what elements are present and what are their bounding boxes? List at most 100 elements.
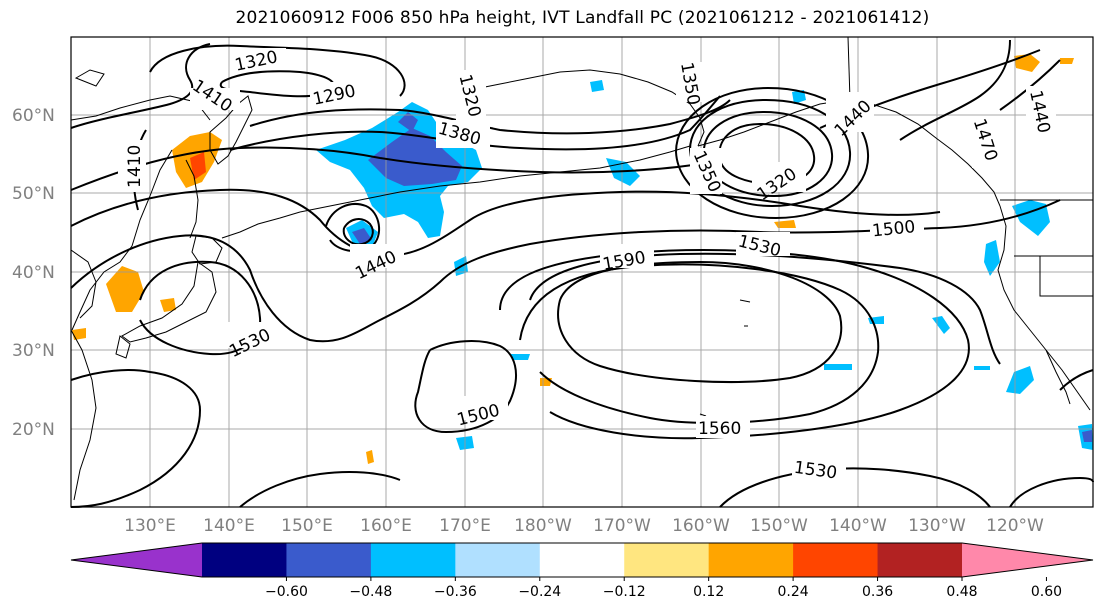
colorbar-tick-label: 0.48	[946, 584, 977, 600]
contour-label: 1500	[871, 217, 916, 241]
alaska-coast	[697, 99, 1001, 207]
colorbar: −0.60 −0.48 −0.36 −0.24 −0.12 0.12 0.24 0.36 0.4…	[70, 542, 1094, 600]
ivt-positive-small-5	[1060, 58, 1074, 64]
colorbar-tick-label: 0.36	[862, 584, 893, 600]
okhotsk-coast	[71, 149, 173, 331]
contour-labels: 1320 1290 1410 1320 1350 1410 1380 1440 …	[125, 47, 1054, 484]
contour-label: 1560	[698, 419, 741, 439]
latitude-labels: 60°N 50°N 40°N 30°N 20°N	[12, 106, 55, 440]
contour-low-ring-1	[342, 218, 374, 246]
lon-label-140e: 140°E	[203, 516, 255, 536]
ivt-negative-small-10	[510, 354, 530, 360]
us-states-border-2	[1039, 256, 1093, 297]
ivt-negative-core-1	[368, 128, 462, 186]
colorbar-tick-label: 0.60	[1031, 584, 1062, 600]
ivt-negative-small-4	[1006, 366, 1034, 394]
contour-1410-west	[70, 43, 211, 129]
west-coast	[997, 205, 1091, 411]
ivt-negative-small-7	[824, 364, 852, 370]
kyushu	[115, 335, 131, 359]
colorbar-segment	[877, 543, 963, 577]
colorbar-segment	[793, 543, 879, 577]
contour-1560-sw	[239, 471, 401, 508]
colorbar-tick-label: −0.36	[434, 584, 477, 600]
ivt-positive-small-3	[366, 450, 374, 464]
colorbar-segment	[370, 543, 456, 577]
contour-label: 1410	[125, 145, 145, 188]
ivt-negative-small-5-core	[1082, 430, 1092, 442]
lat-label-50n: 50°N	[12, 184, 55, 204]
china-coast	[70, 329, 97, 501]
lat-label-20n: 20°N	[12, 420, 55, 440]
ivt-negative-small-1-core	[352, 228, 372, 244]
small-island-1	[74, 69, 105, 87]
lon-label-160e: 160°E	[360, 516, 412, 536]
longitude-labels: 130°E 140°E 150°E 160°E 170°E 180°W 170°…	[124, 516, 1044, 536]
ivt-negative-small-13	[974, 366, 990, 370]
ivt-positive-japan	[106, 266, 144, 312]
contour-1590	[557, 260, 843, 383]
contour-1380-ring	[689, 98, 852, 208]
lon-label-130e: 130°E	[124, 516, 176, 536]
ivt-negative-west-coast-2	[984, 240, 1000, 276]
colorbar-segment	[539, 543, 625, 577]
lon-label-130w: 130°W	[908, 516, 966, 536]
contour-east-edge	[1059, 369, 1094, 391]
lon-label-150e: 150°E	[281, 516, 333, 536]
colorbar-tick-label: 0.24	[778, 584, 809, 600]
lon-label-120w: 120°W	[986, 516, 1044, 536]
contour-1380	[249, 99, 731, 135]
contour-1530-west	[139, 260, 262, 356]
contour-1410	[70, 146, 701, 191]
kuril-chain	[221, 211, 301, 239]
colorbar-tick-label: −0.48	[349, 584, 392, 600]
contour-1350-west	[229, 95, 721, 151]
contour-1320-alaska-low	[718, 122, 816, 186]
colorbar-segment	[286, 543, 372, 577]
baja-california	[1045, 349, 1071, 405]
lon-label-140w: 140°W	[829, 516, 887, 536]
small-island-2	[739, 299, 751, 303]
lon-label-150w: 150°W	[750, 516, 808, 536]
alaska-interior-border	[847, 36, 851, 101]
map-title: 2021060912 F006 850 hPa height, IVT Land…	[235, 8, 930, 28]
lon-label-160w: 160°W	[672, 516, 730, 536]
ivt-positive-small-4	[72, 328, 86, 340]
korea-coast	[70, 249, 97, 319]
colorbar-extend-max	[962, 543, 1093, 577]
contour-1440-west	[70, 188, 941, 258]
colorbar-segment	[202, 543, 287, 577]
colorbar-segment	[708, 543, 794, 577]
colorbar-outline	[70, 542, 1094, 578]
colorbar-tick-label: −0.60	[265, 584, 308, 600]
ivt-positive-japan-2	[160, 298, 176, 312]
lat-label-60n: 60°N	[12, 106, 55, 126]
lon-label-180w: 180°W	[514, 516, 572, 536]
colorbar-tick-label: −0.24	[518, 584, 561, 600]
colorbar-tick-label: 0.12	[693, 584, 724, 600]
coastlines	[70, 36, 1093, 501]
contour-1470	[899, 39, 1011, 141]
contour-1500-sw	[414, 340, 517, 434]
contour-1500-south	[70, 369, 202, 508]
lat-label-30n: 30°N	[12, 341, 55, 361]
ivt-negative-core-2	[398, 112, 418, 132]
ivt-negative-small-12	[590, 80, 604, 92]
colorbar-extend-min	[71, 543, 202, 577]
ivt-negative-small-11	[792, 90, 806, 104]
colorbar-segment	[624, 543, 710, 577]
contour-1320-northwest	[149, 44, 406, 97]
contour-1350-ring	[702, 110, 834, 198]
sakhalin	[185, 159, 199, 239]
height-contours	[70, 39, 1094, 508]
bering-sea-coast	[469, 69, 705, 147]
contour-1440-low	[325, 203, 381, 253]
colorbar-tick-label: −0.12	[603, 584, 646, 600]
ivt-positive-small-2	[540, 378, 552, 386]
lon-label-170e: 170°E	[439, 516, 491, 536]
contour-1530-south	[719, 467, 991, 508]
contour-1410-ring	[675, 86, 870, 220]
aleutian-chain	[299, 145, 691, 213]
colorbar-segment	[455, 543, 541, 577]
